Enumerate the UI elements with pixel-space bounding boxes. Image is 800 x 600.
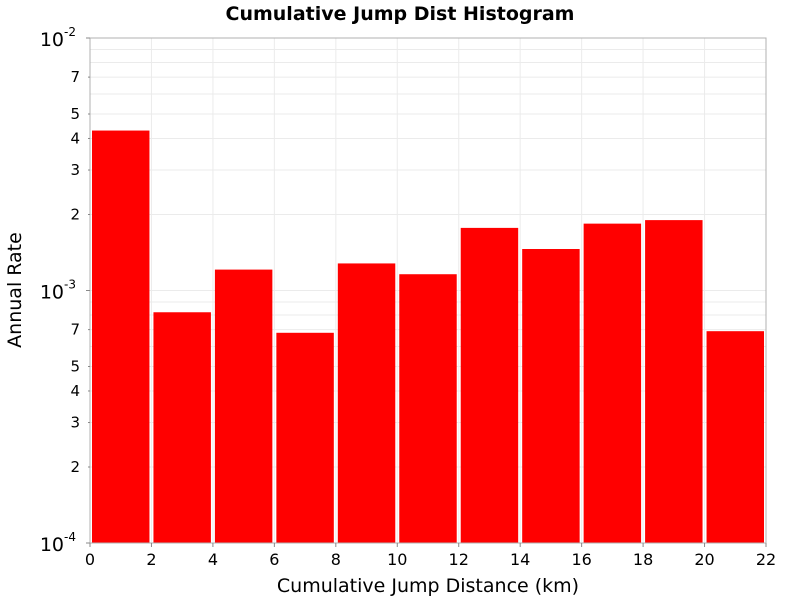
y-tick-label-major: 10-4 — [40, 530, 76, 556]
y-tick-label-minor: 4 — [70, 382, 80, 400]
y-tick-label-minor: 3 — [70, 414, 80, 432]
y-tick-label-minor: 4 — [70, 129, 80, 147]
x-tick-label: 6 — [269, 550, 279, 569]
histogram-bar — [92, 130, 150, 544]
y-axis-label: Annual Rate — [4, 232, 26, 348]
y-tick-label-minor: 2 — [70, 458, 80, 476]
y-tick-label-minor: 2 — [70, 205, 80, 223]
y-tick-label-major: 10-3 — [40, 278, 76, 304]
chart-title: Cumulative Jump Dist Histogram — [226, 3, 575, 25]
x-tick-label: 20 — [694, 550, 714, 569]
histogram-bar — [153, 312, 211, 543]
y-tick-label-major: 10-2 — [40, 25, 76, 51]
histogram-bar — [645, 220, 703, 543]
x-tick-label: 2 — [146, 550, 156, 569]
histogram-bar — [522, 249, 580, 543]
x-tick-label: 8 — [331, 550, 341, 569]
x-tick-label: 22 — [756, 550, 776, 569]
histogram-bar — [214, 269, 273, 543]
y-tick-label-minor: 7 — [70, 321, 80, 339]
x-tick-label: 14 — [510, 550, 530, 569]
x-tick-label: 10 — [387, 550, 407, 569]
histogram-bar — [706, 331, 764, 543]
x-tick-label: 4 — [208, 550, 218, 569]
histogram-bar — [276, 332, 334, 543]
x-axis-label: Cumulative Jump Distance (km) — [277, 575, 579, 597]
histogram-bar — [583, 223, 642, 544]
y-tick-label-minor: 7 — [70, 68, 80, 86]
x-tick-label: 0 — [85, 550, 95, 569]
y-tick-label-minor: 5 — [70, 358, 80, 376]
histogram-bar — [399, 274, 457, 543]
bars — [92, 130, 764, 544]
y-axis-ticks: 10-4 10-3 10-2 2 3 4 5 7 2 3 4 5 7 — [40, 25, 90, 556]
y-tick-label-minor: 5 — [70, 105, 80, 123]
y-tick-label-minor: 3 — [70, 161, 80, 179]
histogram-bar — [337, 263, 396, 543]
histogram-bar — [460, 227, 519, 543]
x-tick-label: 12 — [449, 550, 469, 569]
x-tick-label: 18 — [633, 550, 653, 569]
x-tick-label: 16 — [571, 550, 591, 569]
x-axis-ticks: 0 2 4 6 8 10 12 14 16 18 20 22 — [85, 543, 776, 569]
